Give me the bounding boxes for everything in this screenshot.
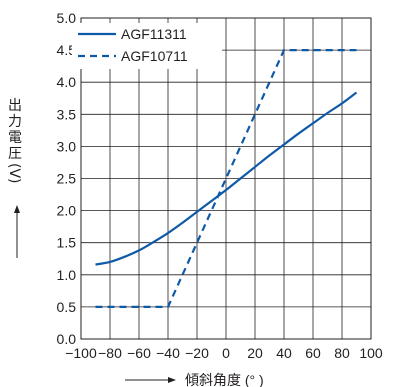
x-tick-label: 80 bbox=[334, 345, 350, 361]
legend-box bbox=[72, 23, 222, 69]
y-tick-label: 3.0 bbox=[57, 138, 77, 154]
y-axis-label-unit: (V) bbox=[6, 163, 22, 184]
y-tick-label: 3.5 bbox=[57, 106, 77, 122]
plot-frame bbox=[80, 17, 372, 340]
grid bbox=[80, 17, 372, 340]
x-tick-label: −60 bbox=[127, 345, 151, 361]
y-axis-arrow-icon bbox=[14, 205, 20, 213]
x-tick-label: 60 bbox=[305, 345, 321, 361]
y-axis-label-char: 圧 bbox=[8, 146, 22, 162]
y-tick-label: 4.0 bbox=[57, 74, 77, 90]
y-tick-label: 4.5 bbox=[57, 42, 77, 58]
y-tick-label: 0.5 bbox=[57, 299, 77, 315]
x-axis-label: 傾斜角度 (° ) bbox=[185, 372, 264, 387]
legend-label-agf10711: AGF10711 bbox=[121, 48, 188, 64]
y-tick-label: 2.0 bbox=[57, 203, 77, 219]
y-axis-label-char: 出 bbox=[8, 98, 22, 114]
series-line-agf11311 bbox=[95, 91, 358, 266]
y-tick-label: 5.0 bbox=[57, 10, 77, 26]
x-axis-title: 傾斜角度 (° ) bbox=[125, 372, 264, 387]
legend: AGF11311 AGF10711 bbox=[78, 26, 188, 64]
x-tick-label: −20 bbox=[185, 345, 209, 361]
x-tick-labels: −100 −80 −60 −40 −20 0 20 40 60 80 100 bbox=[65, 345, 383, 361]
x-tick-label: −100 bbox=[65, 345, 97, 361]
x-tick-label: 20 bbox=[247, 345, 263, 361]
x-tick-label: 100 bbox=[359, 345, 383, 361]
y-axis-label-char: 力 bbox=[8, 114, 22, 130]
y-tick-label: 0.0 bbox=[57, 331, 77, 347]
legend-label-agf11311: AGF11311 bbox=[121, 26, 187, 42]
series-line-agf10711 bbox=[95, 49, 357, 308]
x-tick-label: −40 bbox=[156, 345, 180, 361]
y-tick-label: 1.0 bbox=[57, 267, 77, 283]
x-axis-arrow-icon bbox=[168, 377, 176, 383]
y-axis-label: 出 力 電 圧 (V) bbox=[6, 98, 24, 184]
y-axis-arrow bbox=[14, 205, 20, 258]
x-tick-label: 40 bbox=[276, 345, 292, 361]
x-tick-label: 0 bbox=[222, 345, 230, 361]
series-lines bbox=[95, 49, 358, 308]
y-tick-label: 2.5 bbox=[57, 171, 77, 187]
y-tick-labels: 0.0 0.5 1.0 1.5 2.0 2.5 3.0 3.5 4.0 4.5 5.0 bbox=[57, 10, 77, 347]
y-tick-label: 1.5 bbox=[57, 235, 77, 251]
y-axis-label-char: 電 bbox=[8, 130, 22, 146]
x-tick-label: −80 bbox=[98, 345, 122, 361]
